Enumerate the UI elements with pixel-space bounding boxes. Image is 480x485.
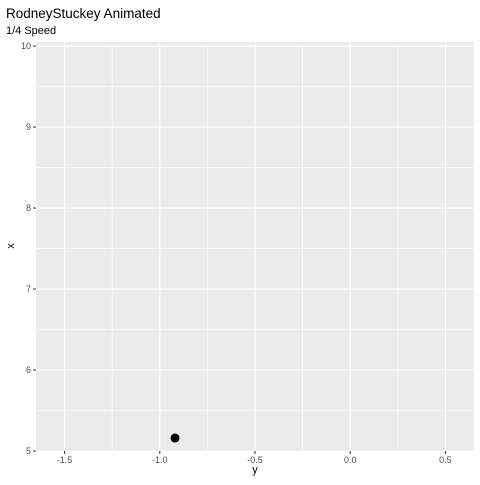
x-tick-label: -1.0 [152,455,168,465]
points-layer [170,433,180,443]
y-axis-label: x [5,243,17,249]
chart-subtitle: 1/4 Speed [6,25,56,37]
data-point [170,433,180,443]
y-axis: 5 6 7 8 9 10 [21,41,36,456]
x-tick-label: 0.0 [344,455,357,465]
chart-title: RodneyStuckey Animated [6,6,161,21]
y-tick-label: 5 [26,446,31,456]
x-tick-label: -1.5 [57,455,73,465]
x-tick-label: 0.5 [439,455,452,465]
y-tick-label: 10 [21,41,31,51]
x-axis: -1.5 -1.0 -0.5 0.0 0.5 [57,451,452,465]
y-tick-label: 8 [26,203,31,213]
y-tick-label: 9 [26,122,31,132]
y-tick-label: 6 [26,365,31,375]
y-tick-label: 7 [26,284,31,294]
x-tick-label: -0.5 [247,455,263,465]
x-axis-label: y [252,464,258,476]
